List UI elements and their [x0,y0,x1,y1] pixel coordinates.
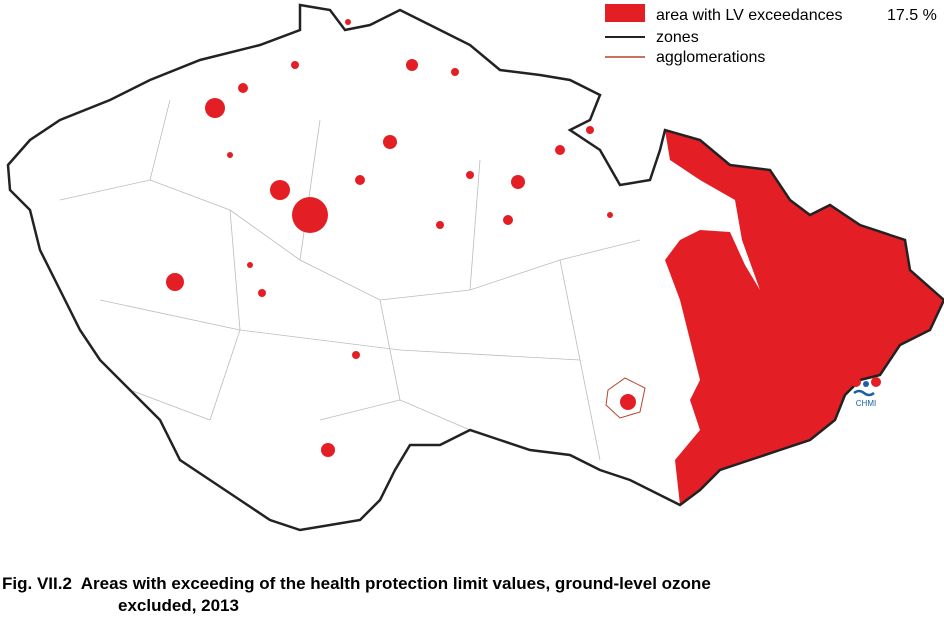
logo: CHMI [851,377,881,408]
legend-label: zones [656,29,699,46]
legend-share: 17.5 % [887,7,937,24]
legend: area with LV exceedances 17.5 % zones ag… [605,4,937,66]
exceedance-areas [166,19,944,505]
caption: Fig. VII.2 Areas with exceeding of the h… [2,574,711,593]
legend-label: area with LV exceedances [656,7,842,24]
map: area with LV exceedances 17.5 % zones ag… [6,3,944,532]
caption: excluded, 2013 [118,596,239,615]
zone-lines [59,99,641,461]
logo-text: CHMI [856,399,876,408]
agglomeration [605,377,646,419]
legend-swatch [605,4,645,22]
legend-label: agglomerations [656,49,765,66]
country-border [6,3,944,532]
